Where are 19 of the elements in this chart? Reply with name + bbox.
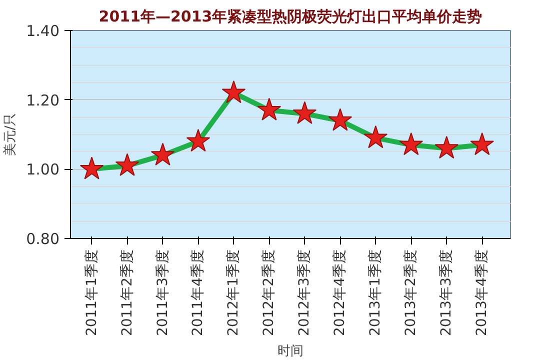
y-tick-label: 1.20 (26, 91, 60, 110)
x-tick-label: 2013年4季度 (474, 249, 490, 336)
x-tick-label: 2012年2季度 (261, 249, 278, 336)
y-tick-label: 0.80 (26, 230, 60, 248)
x-tick-label: 2011年3季度 (154, 249, 171, 336)
x-tick-label: 2011年2季度 (119, 249, 136, 336)
x-tick-label: 2012年1季度 (226, 249, 242, 336)
y-tick-label: 1.00 (26, 160, 60, 179)
x-tick-label: 2013年1季度 (368, 249, 384, 336)
x-tick-label: 2012年4季度 (332, 249, 348, 336)
y-tick-label: 1.40 (26, 22, 60, 40)
x-tick-label: 2013年2季度 (403, 249, 420, 336)
x-tick-label: 2013年3季度 (438, 249, 455, 336)
x-tick-label: 2011年1季度 (84, 249, 100, 336)
x-tick-label: 2011年4季度 (190, 249, 206, 336)
x-axis-title: 时间 (278, 344, 304, 360)
x-tick-label: 2012年3季度 (296, 249, 313, 336)
y-axis-title: 美元/只 (2, 112, 18, 156)
chart-title: 2011年—2013年紧凑型热阴极荧光灯出口平均单价走势 (98, 8, 482, 26)
